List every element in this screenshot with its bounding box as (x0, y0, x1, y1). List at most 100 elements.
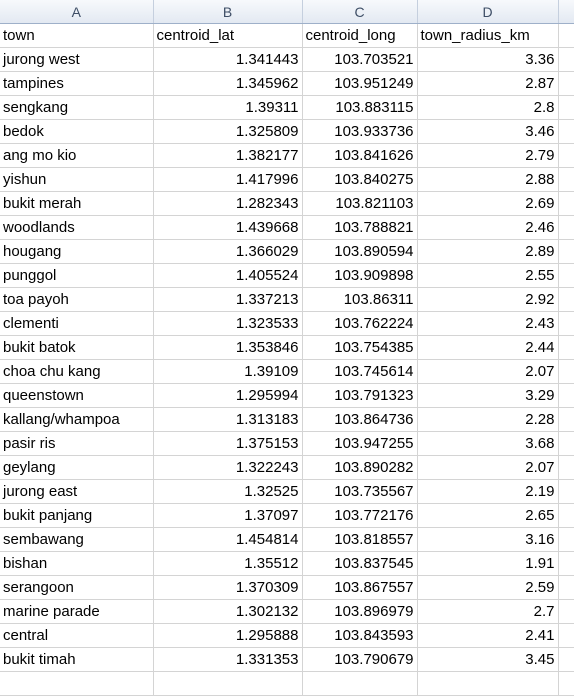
lat-cell[interactable]: 1.313183 (153, 407, 303, 432)
long-cell[interactable]: 103.754385 (302, 335, 418, 360)
radius-cell[interactable]: 2.46 (417, 215, 559, 240)
lat-cell[interactable]: 1.323533 (153, 311, 303, 336)
long-cell[interactable]: 103.762224 (302, 311, 418, 336)
long-cell[interactable]: 103.909898 (302, 263, 418, 288)
long-cell[interactable]: 103.837545 (302, 551, 418, 576)
lat-cell[interactable]: 1.454814 (153, 527, 303, 552)
lat-cell[interactable]: 1.35512 (153, 551, 303, 576)
lat-cell[interactable]: 1.382177 (153, 143, 303, 168)
town-cell[interactable]: toa payoh (0, 287, 154, 312)
radius-cell[interactable]: 2.59 (417, 575, 559, 600)
empty-cell[interactable] (302, 671, 418, 696)
radius-cell[interactable]: 2.65 (417, 503, 559, 528)
lat-cell[interactable]: 1.341443 (153, 47, 303, 72)
radius-cell[interactable]: 2.92 (417, 287, 559, 312)
town-cell[interactable]: queenstown (0, 383, 154, 408)
lat-cell[interactable]: 1.295994 (153, 383, 303, 408)
long-cell[interactable]: 103.818557 (302, 527, 418, 552)
empty-cell[interactable] (417, 671, 559, 696)
town-cell[interactable]: choa chu kang (0, 359, 154, 384)
long-cell[interactable]: 103.772176 (302, 503, 418, 528)
radius-cell[interactable]: 2.41 (417, 623, 559, 648)
lat-cell[interactable]: 1.366029 (153, 239, 303, 264)
town-cell[interactable]: pasir ris (0, 431, 154, 456)
long-cell[interactable]: 103.896979 (302, 599, 418, 624)
radius-cell[interactable]: 2.28 (417, 407, 559, 432)
radius-cell[interactable]: 2.07 (417, 455, 559, 480)
long-cell[interactable]: 103.821103 (302, 191, 418, 216)
radius-cell[interactable]: 3.36 (417, 47, 559, 72)
town-cell[interactable]: serangoon (0, 575, 154, 600)
lat-cell[interactable]: 1.405524 (153, 263, 303, 288)
column-header-d[interactable]: D (417, 0, 559, 24)
empty-cell[interactable] (153, 671, 303, 696)
lat-cell[interactable]: 1.282343 (153, 191, 303, 216)
radius-cell[interactable]: 3.16 (417, 527, 559, 552)
town-cell[interactable]: bukit panjang (0, 503, 154, 528)
lat-cell[interactable]: 1.325809 (153, 119, 303, 144)
long-cell[interactable]: 103.841626 (302, 143, 418, 168)
radius-cell[interactable]: 2.8 (417, 95, 559, 120)
column-header-a[interactable]: A (0, 0, 154, 24)
lat-cell[interactable]: 1.322243 (153, 455, 303, 480)
long-cell[interactable]: 103.703521 (302, 47, 418, 72)
long-cell[interactable]: 103.840275 (302, 167, 418, 192)
long-cell[interactable]: 103.791323 (302, 383, 418, 408)
radius-cell[interactable]: 3.29 (417, 383, 559, 408)
lat-cell[interactable]: 1.370309 (153, 575, 303, 600)
town-cell[interactable]: bishan (0, 551, 154, 576)
lat-cell[interactable]: 1.39311 (153, 95, 303, 120)
long-cell[interactable]: 103.890594 (302, 239, 418, 264)
town-cell[interactable]: geylang (0, 455, 154, 480)
town-cell[interactable]: kallang/whampoa (0, 407, 154, 432)
radius-cell[interactable]: 2.79 (417, 143, 559, 168)
town-cell[interactable]: ang mo kio (0, 143, 154, 168)
long-cell[interactable]: 103.947255 (302, 431, 418, 456)
long-cell[interactable]: 103.735567 (302, 479, 418, 504)
lat-cell[interactable]: 1.331353 (153, 647, 303, 672)
town-cell[interactable]: punggol (0, 263, 154, 288)
radius-cell[interactable]: 2.55 (417, 263, 559, 288)
lat-cell[interactable]: 1.345962 (153, 71, 303, 96)
town-cell[interactable]: jurong west (0, 47, 154, 72)
lat-cell[interactable]: 1.439668 (153, 215, 303, 240)
radius-cell[interactable]: 2.89 (417, 239, 559, 264)
town-cell[interactable]: bedok (0, 119, 154, 144)
radius-cell[interactable]: 2.7 (417, 599, 559, 624)
long-cell[interactable]: 103.890282 (302, 455, 418, 480)
lat-cell[interactable]: 1.375153 (153, 431, 303, 456)
long-cell[interactable]: 103.790679 (302, 647, 418, 672)
long-cell[interactable]: 103.867557 (302, 575, 418, 600)
radius-cell[interactable]: 2.88 (417, 167, 559, 192)
town-cell[interactable]: bukit merah (0, 191, 154, 216)
lat-cell[interactable]: 1.353846 (153, 335, 303, 360)
town-cell[interactable]: hougang (0, 239, 154, 264)
lat-cell[interactable]: 1.417996 (153, 167, 303, 192)
lat-cell[interactable]: 1.295888 (153, 623, 303, 648)
town-cell[interactable]: central (0, 623, 154, 648)
long-cell[interactable]: 103.933736 (302, 119, 418, 144)
radius-cell[interactable]: 2.07 (417, 359, 559, 384)
town-cell[interactable]: bukit batok (0, 335, 154, 360)
radius-cell[interactable]: 2.69 (417, 191, 559, 216)
town-cell[interactable]: woodlands (0, 215, 154, 240)
radius-cell[interactable]: 2.43 (417, 311, 559, 336)
lat-cell[interactable]: 1.39109 (153, 359, 303, 384)
town-cell[interactable]: sengkang (0, 95, 154, 120)
town-cell[interactable]: bukit timah (0, 647, 154, 672)
empty-cell[interactable] (0, 671, 154, 696)
header-cell-town-radius-km[interactable]: town_radius_km (417, 23, 559, 48)
radius-cell[interactable]: 2.44 (417, 335, 559, 360)
long-cell[interactable]: 103.883115 (302, 95, 418, 120)
lat-cell[interactable]: 1.37097 (153, 503, 303, 528)
town-cell[interactable]: sembawang (0, 527, 154, 552)
town-cell[interactable]: jurong east (0, 479, 154, 504)
long-cell[interactable]: 103.951249 (302, 71, 418, 96)
radius-cell[interactable]: 3.45 (417, 647, 559, 672)
town-cell[interactable]: clementi (0, 311, 154, 336)
column-header-c[interactable]: C (302, 0, 418, 24)
radius-cell[interactable]: 2.87 (417, 71, 559, 96)
town-cell[interactable]: yishun (0, 167, 154, 192)
column-header-b[interactable]: B (153, 0, 303, 24)
town-cell[interactable]: tampines (0, 71, 154, 96)
